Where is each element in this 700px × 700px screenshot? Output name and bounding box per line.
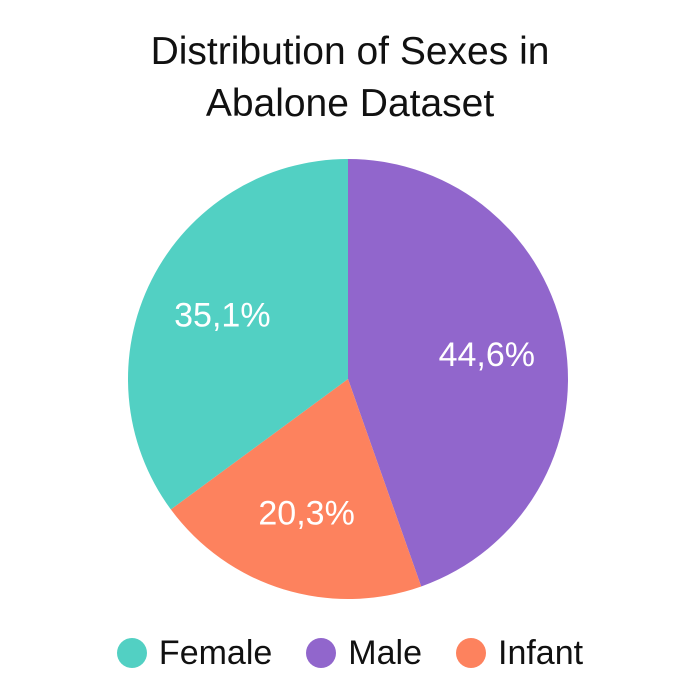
pie-slices <box>128 159 568 599</box>
pie-label-male: 44,6% <box>439 336 535 374</box>
legend: Female Male Infant <box>0 628 700 678</box>
pie-slice-male <box>348 159 568 587</box>
legend-label-female: Female <box>158 634 273 672</box>
legend-label-male: Male <box>348 634 422 672</box>
legend-swatch-female <box>116 638 147 668</box>
legend-item-infant: Infant <box>456 633 583 673</box>
pie-slice-infant <box>170 379 422 599</box>
legend-item-male: Male <box>306 633 422 673</box>
pie-slice-labels: 44,6% 20,3% 35,1% <box>174 296 535 532</box>
legend-label-infant: Infant <box>498 634 584 672</box>
pie-label-infant: 20,3% <box>258 495 354 533</box>
legend-swatch-infant <box>456 638 486 668</box>
chart-title: Distribution of Sexes in Abalone Dataset <box>0 26 700 130</box>
chart-title-line-2: Abalone Dataset <box>205 82 495 125</box>
pie-slice-female <box>128 159 348 510</box>
chart-title-line-1: Distribution of Sexes in <box>150 30 550 73</box>
legend-swatch-male <box>306 638 337 668</box>
legend-item-female: Female <box>116 633 273 673</box>
pie-label-female: 35,1% <box>174 296 270 334</box>
